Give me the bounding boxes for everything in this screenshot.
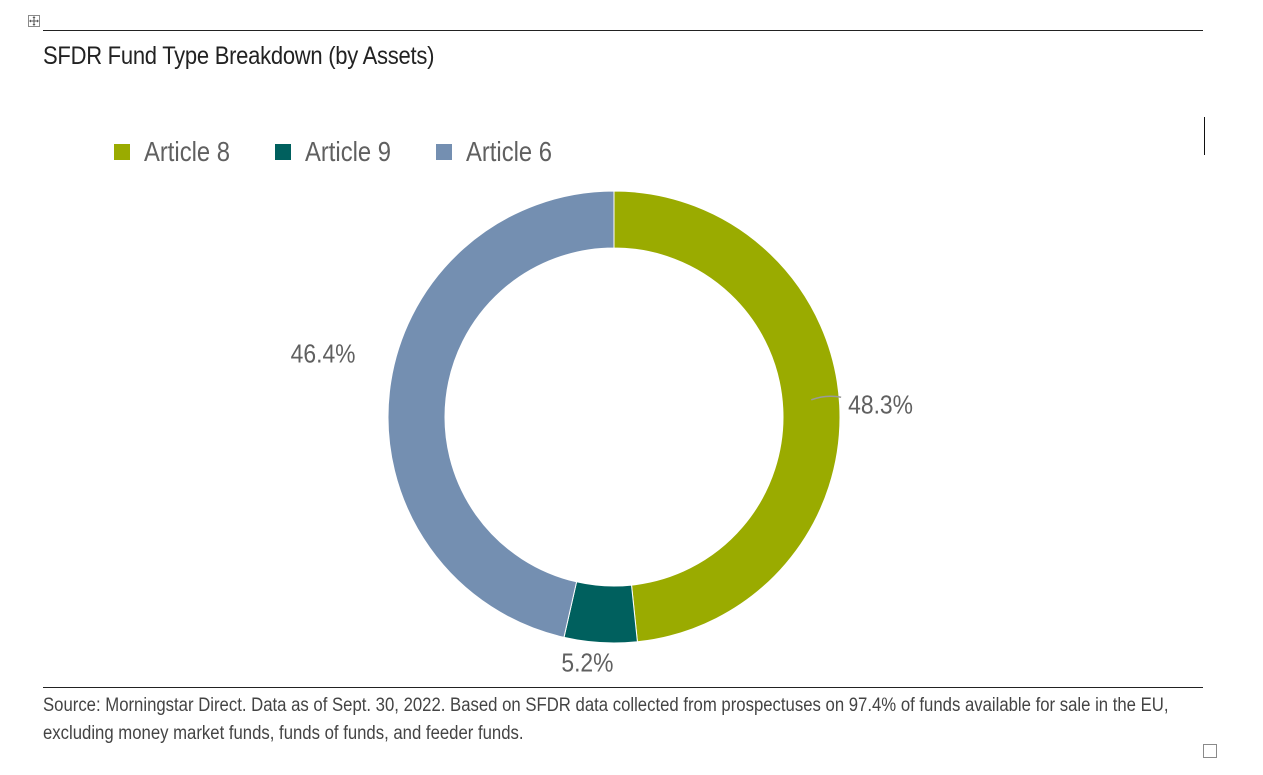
chart-title: SFDR Fund Type Breakdown (by Assets) xyxy=(43,42,435,70)
chart-legend: Article 8 Article 9 Article 6 xyxy=(114,134,597,170)
legend-item-article-6: Article 6 xyxy=(436,136,555,168)
legend-label-article-6: Article 6 xyxy=(466,136,553,167)
data-label-article-9: 5.2% xyxy=(561,649,613,678)
top-divider xyxy=(43,30,1203,31)
legend-swatch-article-6 xyxy=(436,144,453,160)
legend-swatch-article-8 xyxy=(114,144,130,160)
legend-swatch-article-9 xyxy=(275,144,292,160)
legend-item-article-9: Article 9 xyxy=(275,136,394,168)
data-label-article-6: 46.4% xyxy=(291,340,356,369)
bottom-divider xyxy=(43,687,1203,688)
legend-label-article-9: Article 9 xyxy=(305,136,392,167)
text-cursor xyxy=(1204,117,1205,155)
legend-item-article-8: Article 8 xyxy=(114,136,233,168)
table-move-handle-icon[interactable] xyxy=(28,15,40,27)
leader-line-article-8 xyxy=(810,395,842,401)
resize-handle-icon[interactable] xyxy=(1203,744,1217,758)
data-label-article-8: 48.3% xyxy=(848,391,913,420)
legend-label-article-8: Article 8 xyxy=(144,136,230,167)
donut-slice-article-6 xyxy=(387,190,615,638)
donut-slice-article-8 xyxy=(613,190,841,643)
source-note: Source: Morningstar Direct. Data as of S… xyxy=(43,695,1169,744)
